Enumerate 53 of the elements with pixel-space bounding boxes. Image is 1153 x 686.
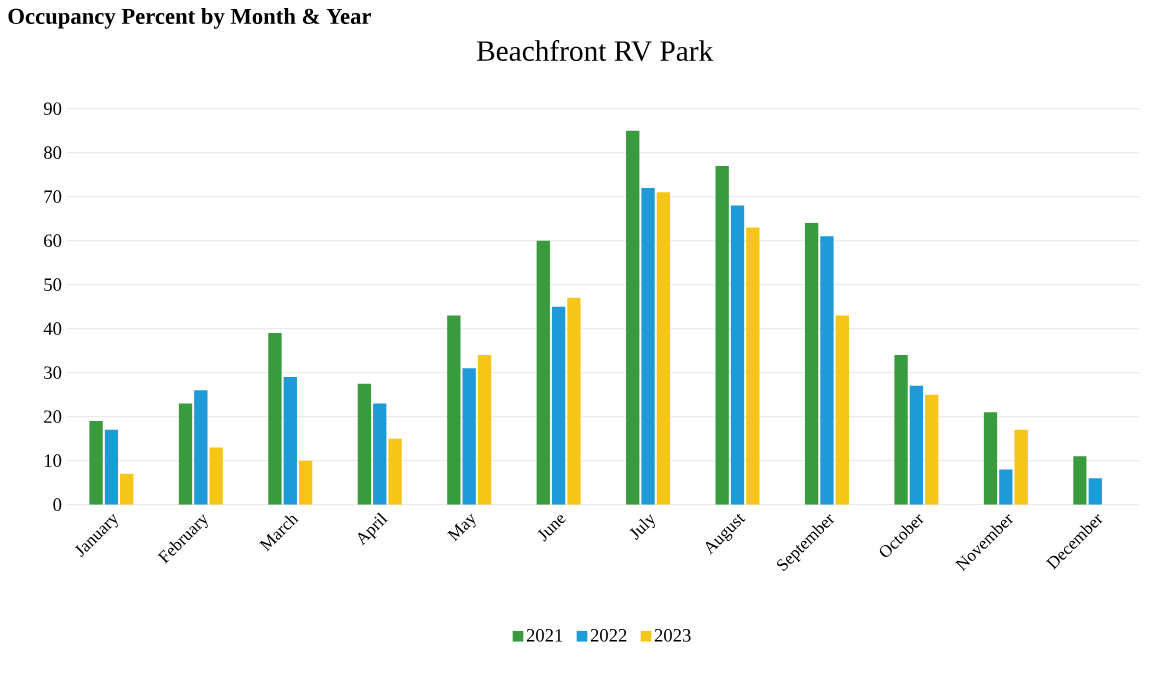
chart-title: Occupancy Percent by Month & Year [8, 8, 372, 29]
bar [641, 187, 655, 505]
bar [178, 403, 193, 505]
bar [447, 315, 461, 505]
bar [1014, 429, 1028, 505]
bar [983, 412, 998, 505]
bar [357, 383, 372, 505]
y-tick-label: 60 [44, 234, 62, 247]
bar [283, 377, 297, 505]
chart-subtitle: Beachfront RV Park [476, 40, 714, 62]
y-tick-label: 90 [43, 102, 62, 115]
bar [104, 429, 119, 505]
bar [551, 306, 566, 505]
bar [835, 315, 849, 505]
x-tick-label: June [537, 515, 566, 542]
bar [477, 355, 492, 505]
bar [715, 165, 729, 505]
bar [536, 240, 550, 505]
y-tick-label: 0 [53, 498, 62, 511]
bar [656, 192, 671, 505]
bar [1088, 478, 1102, 505]
y-tick-label: 50 [44, 278, 62, 291]
bar [746, 227, 760, 505]
bar [194, 390, 208, 505]
x-tick-label: May [447, 513, 476, 542]
bar [567, 297, 581, 505]
bar [89, 421, 103, 505]
bar [730, 205, 745, 505]
bar [268, 333, 282, 505]
y-tick-label: 30 [44, 366, 62, 379]
bar [298, 460, 313, 505]
bar [894, 355, 908, 505]
bar [373, 403, 387, 505]
bar [909, 385, 924, 505]
y-tick-label: 40 [43, 322, 62, 335]
bar [804, 223, 819, 505]
bar [388, 438, 402, 505]
bar [999, 469, 1013, 505]
y-tick-label: 70 [44, 190, 62, 203]
legend-label: 2022 [590, 629, 627, 642]
y-tick-label: 10 [44, 454, 62, 467]
bar [1073, 456, 1087, 505]
bar [626, 130, 640, 505]
bar [462, 368, 476, 505]
x-tick-label: July [629, 514, 655, 540]
bar [120, 473, 134, 505]
bar [820, 236, 834, 505]
legend-label: 2021 [526, 629, 563, 642]
bar [925, 394, 939, 505]
bar [209, 447, 223, 505]
y-tick-label: 20 [44, 410, 62, 423]
y-tick-label: 80 [44, 146, 62, 159]
legend-label: 2023 [654, 629, 691, 642]
